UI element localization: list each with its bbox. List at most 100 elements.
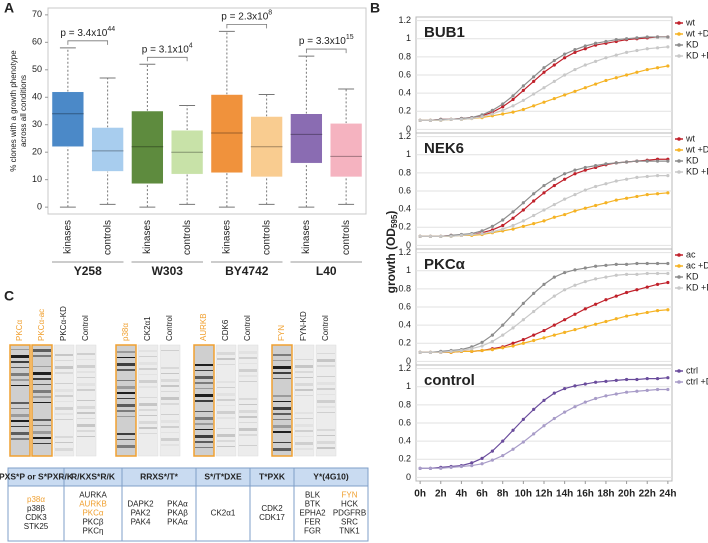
blot-band [117,404,135,407]
data-point [624,73,629,77]
data-point [604,263,608,267]
blot-band [217,434,235,437]
data-point [532,291,536,296]
blot-band [77,424,95,427]
y-tick-label: 0.8 [398,51,411,61]
data-point [655,46,660,50]
table-cell: PKCβ [82,518,103,527]
p-value: p = 2.3x108 [221,9,272,22]
blot-band [195,411,213,412]
data-point [532,432,536,436]
data-point [563,52,567,56]
table-cell: PKAα [167,518,188,527]
x-tick-label: 4h [456,489,468,500]
data-point [635,272,639,276]
data-point [490,339,494,344]
data-point [459,233,464,238]
blot-band [55,407,73,410]
y-tick-label: 0.6 [398,185,411,195]
data-point [573,328,577,332]
table-cell: PKAα [167,500,188,509]
blot-band [161,403,179,405]
data-point [604,56,608,60]
table-cell: DAPK2 [127,500,154,509]
data-point [645,47,649,51]
data-point [655,387,660,392]
box [329,123,363,178]
y-tick-label: 1 [406,265,411,275]
blot-band [295,359,313,360]
data-point [604,162,608,166]
significance-bracket [67,40,109,45]
data-point [511,94,515,98]
y-tick-label: 0 [406,240,411,250]
table-cell: HCK [341,500,359,509]
data-point [418,350,422,354]
blot-band [139,386,157,388]
data-point [635,377,639,382]
blot-band [195,370,213,371]
blot-band [217,381,235,383]
blot-band [239,363,257,364]
blot-band [161,432,179,433]
data-point [532,104,536,108]
box [131,110,164,185]
data-point [594,302,598,306]
blot-band [161,350,179,351]
blot-band [161,444,179,446]
table-cell: CDK2 [261,504,283,513]
blot-band [33,378,51,380]
blot-band [77,365,95,368]
p-value-text: p = 3.1x10 [142,44,189,55]
blot-band [33,431,51,434]
blot-band [55,413,73,415]
blot-band [317,429,335,431]
y-tick-label: 0.2 [398,106,411,116]
blot-band [217,352,235,355]
data-point [604,201,608,205]
blot-band [55,448,73,451]
table-cell: EPHA2 [299,509,326,518]
box [250,116,283,178]
legend-label: wt [685,133,695,143]
data-point [521,338,525,342]
box [91,127,124,172]
data-point [583,168,587,172]
blot-band [295,395,313,396]
y-tick-label: 0 [406,124,411,134]
p-value-exponent: 4 [189,42,193,49]
data-point [645,35,649,39]
blot-band [33,443,51,444]
data-point [542,398,546,402]
blot-label: Control [243,315,252,341]
data-point [480,229,484,233]
data-point [521,301,525,305]
data-point [645,261,649,266]
chart-title: BUB1 [424,24,465,41]
blot-band [273,395,291,397]
blot-band [77,436,95,437]
data-point [449,117,453,122]
blot-band [295,383,313,386]
strain-label: W303 [152,264,184,278]
table-header: Y*(4G10) [313,471,349,481]
data-point [573,89,577,93]
blot-band [217,364,235,365]
blot-band [239,422,257,423]
data-point [655,35,660,39]
data-point [583,307,587,311]
blot-band [33,419,51,421]
y-tick-label: 70 [32,9,42,19]
data-point [666,35,670,39]
legend-label: wt +DMSO [685,144,708,154]
blot-label: PKCα-KD [59,306,68,341]
data-point [645,285,649,289]
chart-title: control [424,372,475,389]
blot-band [217,411,235,414]
blot-band [295,412,313,414]
blot-band [195,382,213,384]
blot-band [11,426,29,427]
data-point [501,333,505,337]
data-point [459,348,464,353]
data-point [645,174,649,179]
